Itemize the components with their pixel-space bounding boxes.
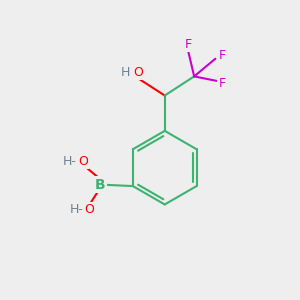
Text: O: O xyxy=(133,66,143,80)
Text: O: O xyxy=(78,155,88,168)
Text: O: O xyxy=(85,203,94,216)
Text: H-: H- xyxy=(69,203,83,216)
Text: F: F xyxy=(219,77,226,90)
Text: B: B xyxy=(95,178,106,192)
Text: H-: H- xyxy=(63,155,76,168)
Text: F: F xyxy=(218,49,225,62)
Text: F: F xyxy=(185,38,192,51)
Text: H: H xyxy=(120,66,130,80)
